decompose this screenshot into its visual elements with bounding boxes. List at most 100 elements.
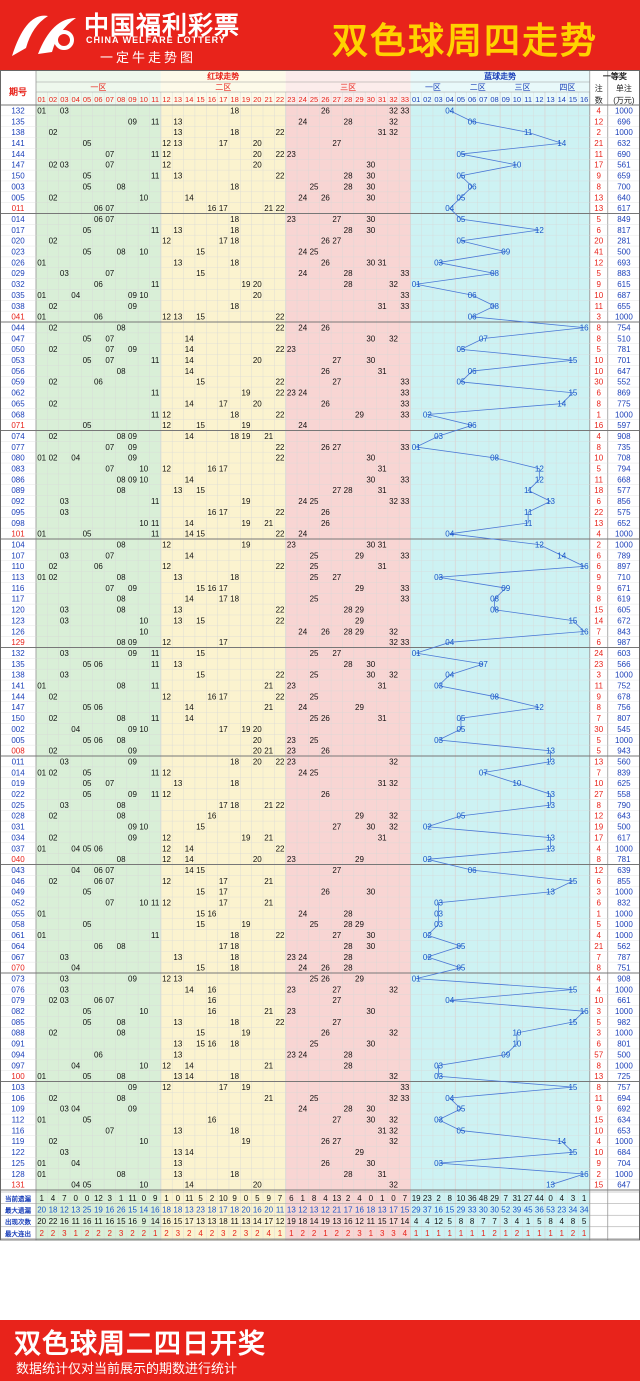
stat-value: 25	[83, 1206, 92, 1215]
red-ball: 32	[389, 812, 398, 821]
red-ball: 14	[185, 1072, 194, 1081]
stat-value: 7	[278, 1194, 283, 1203]
red-ball: 33	[400, 302, 409, 311]
stat-value: 18	[162, 1206, 171, 1215]
red-ball: 31	[378, 465, 387, 474]
prize-amount: 1000	[615, 540, 633, 549]
red-ball: 16	[207, 692, 216, 701]
prize-amount: 1000	[615, 1137, 633, 1146]
blue-ball: 05	[456, 345, 465, 354]
period-label: 095	[11, 508, 25, 517]
red-ball: 18	[230, 226, 239, 235]
red-ball: 26	[321, 106, 330, 115]
red-ball: 19	[242, 497, 251, 506]
blue-ball: 11	[524, 508, 533, 517]
red-ball: 09	[128, 1083, 137, 1092]
red-ball: 18	[230, 757, 239, 766]
prize-count: 11	[595, 475, 604, 484]
prize-amount: 603	[617, 649, 631, 658]
red-ball: 05	[83, 920, 92, 929]
red-ball: 22	[276, 172, 285, 181]
red-ball: 32	[389, 779, 398, 788]
blue-number-label: 02	[423, 95, 431, 104]
red-ball: 08	[117, 812, 126, 821]
period-label: 049	[11, 888, 25, 897]
stat-value: 8	[459, 1217, 464, 1226]
red-ball: 31	[378, 1126, 387, 1135]
red-ball: 26	[321, 714, 330, 723]
red-ball: 19	[242, 1083, 251, 1092]
red-ball: 12	[162, 410, 171, 419]
red-ball: 22	[276, 692, 285, 701]
red-ball: 08	[117, 540, 126, 549]
stat-value: 7	[504, 1194, 509, 1203]
red-ball: 23	[287, 1007, 296, 1016]
blue-number-label: 15	[569, 95, 577, 104]
blue-ball: 09	[501, 584, 510, 593]
red-ball: 01	[37, 682, 46, 691]
red-ball: 09	[128, 584, 137, 593]
red-ball: 02	[49, 302, 58, 311]
stat-value: 8	[448, 1194, 453, 1203]
red-ball: 25	[310, 736, 319, 745]
blue-ball: 08	[490, 269, 499, 278]
blue-ball: 03	[434, 573, 443, 582]
red-ball: 22	[276, 757, 285, 766]
red-ball: 32	[389, 334, 398, 343]
red-ball: 30	[366, 1007, 375, 1016]
red-ball: 17	[219, 508, 228, 517]
red-ball: 18	[230, 779, 239, 788]
stat-value: 2	[210, 1229, 215, 1238]
stat-value: 16	[105, 1206, 114, 1215]
prize-count: 8	[597, 855, 602, 864]
prize-amount: 639	[617, 866, 631, 875]
red-ball: 30	[366, 182, 375, 191]
stat-value: 9	[142, 1217, 147, 1226]
prize-count: 13	[594, 1072, 603, 1081]
prize-count: 7	[597, 714, 602, 723]
period-label: 135	[11, 660, 25, 669]
stat-value: 12	[298, 1206, 307, 1215]
period-label: 116	[12, 584, 25, 593]
red-ball: 07	[105, 866, 114, 875]
blue-ball: 06	[468, 866, 477, 875]
red-ball: 04	[71, 844, 80, 853]
stat-value: 13	[332, 1194, 341, 1203]
stat-value: 2	[312, 1229, 317, 1238]
period-label: 147	[11, 703, 25, 712]
prize-count: 1	[597, 909, 602, 918]
red-ball: 03	[60, 551, 69, 560]
red-ball: 13	[173, 1072, 182, 1081]
red-number-label: 21	[265, 95, 273, 104]
red-ball: 30	[366, 334, 375, 343]
prize-amount: 708	[617, 454, 631, 463]
blue-ball: 05	[456, 725, 465, 734]
red-ball: 14	[185, 399, 194, 408]
red-ball: 07	[105, 465, 114, 474]
red-ball: 11	[151, 649, 160, 658]
prize-amount: 575	[617, 508, 631, 517]
red-ball: 12	[162, 313, 171, 322]
red-ball: 26	[321, 399, 330, 408]
red-ball: 18	[230, 964, 239, 973]
red-ball: 05	[83, 768, 92, 777]
blue-ball: 09	[501, 248, 510, 257]
red-ball: 10	[139, 475, 148, 484]
prize-count-header: 注	[595, 83, 603, 93]
period-label: 023	[11, 248, 25, 257]
red-ball: 02	[49, 237, 58, 246]
red-ball: 12	[162, 692, 171, 701]
red-ball: 22	[276, 378, 285, 387]
red-ball: 26	[321, 237, 330, 246]
red-ball: 22	[276, 606, 285, 615]
blue-ball: 16	[580, 323, 589, 332]
period-label: 098	[11, 519, 25, 528]
red-ball: 13	[173, 226, 182, 235]
prize-count: 6	[597, 899, 602, 908]
prize-count: 12	[594, 258, 603, 267]
blue-ball: 09	[501, 1050, 510, 1059]
prize-amount: 552	[617, 378, 631, 387]
red-ball: 01	[37, 313, 46, 322]
stat-value: 13	[242, 1217, 251, 1226]
red-ball: 04	[71, 291, 80, 300]
